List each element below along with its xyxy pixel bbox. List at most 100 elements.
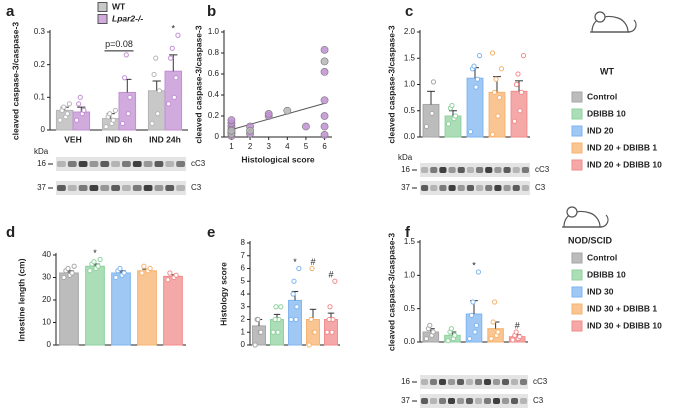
blot-band [111,185,120,191]
legend-label: IND 30 [587,286,614,296]
y-tick-label: 0 [47,340,52,349]
data-point [332,278,338,284]
data-point [470,299,476,305]
blot-band [484,379,491,385]
blot-band [493,398,500,404]
data-point [517,108,523,114]
blot-band [484,398,491,404]
y-tick-label: 0.8 [208,48,220,57]
data-point [121,270,127,276]
data-point [467,129,474,135]
blot-band [132,161,142,167]
data-point [278,304,284,310]
blot-band [89,185,99,191]
data-point [513,81,520,88]
x-axis-label: Histological score [241,154,314,164]
panel-letter: e [207,224,215,241]
legend-swatch [571,125,583,137]
legend-label: IND 30 + DBIBB 1 [587,303,657,313]
blot-strip [420,181,530,195]
data-point [113,274,119,281]
x-tick-label: 3 [266,142,271,151]
data-point [445,338,451,344]
legend-label: IND 20 + DBIBB 10 [587,159,662,169]
blot-band [143,185,153,191]
blot-band [176,161,185,167]
blot-band [457,167,465,173]
blot-band [430,379,437,385]
legend-swatch [571,108,583,120]
data-point [324,329,330,335]
data-point [122,75,128,81]
data-point [167,270,173,276]
blot-band-label: cC3 [191,159,206,168]
y-tick-label: 10 [42,318,51,327]
blot-band [521,167,529,173]
data-point [149,120,155,127]
blot-band [89,161,99,167]
bar [137,270,157,346]
x-tick-label: IND 24h [149,134,181,144]
data-point [74,117,80,123]
blot-band [512,167,520,173]
legend-swatch [571,286,583,298]
legend-swatch [571,159,583,171]
y-axis-label: Intestine length (cm) [16,258,26,341]
blot-size: 16 [37,159,46,168]
blot-strip [420,375,528,389]
legend-label: WT [112,1,126,11]
legend-swatch [97,14,108,24]
data-point [495,113,501,119]
y-tick-label: 1.0 [208,27,220,36]
data-point [471,63,477,69]
x-tick-label: 1 [229,142,234,151]
data-point [77,94,83,100]
legend-swatch [571,320,583,332]
data-point [81,107,87,114]
blot-band [448,167,456,173]
data-point [66,101,72,107]
blot-band [457,379,464,385]
data-point [498,66,505,72]
legend-swatch [571,91,583,103]
y-tick-label: 1.0 [404,80,416,89]
y-tick-label: 0.4 [208,90,220,99]
scatter-point [320,45,329,54]
data-point [65,265,71,272]
y-tick-label: 0.2 [34,60,46,69]
legend-swatch [97,2,108,12]
annotation: p=0.08 [105,39,133,49]
data-point [110,117,116,123]
blot-band [57,185,66,191]
data-point [117,265,123,272]
data-point [517,334,523,340]
y-tick-label: 1 [241,327,246,336]
y-tick-label: 7 [241,251,246,260]
data-point [473,322,480,328]
scatter-point [227,116,236,125]
blot-band [493,379,500,385]
blot-band [176,185,185,191]
y-tick-label: 0.6 [208,69,220,78]
legend-label: Control [587,252,617,262]
data-point [120,120,126,127]
x-tick-label: 5 [304,142,309,151]
mouse-ear [566,206,578,218]
blot-band [154,161,164,167]
scatter-point [227,126,236,135]
blot-band [111,161,120,167]
blot-band [165,161,175,167]
data-point [258,329,264,335]
y-axis-label: cleaved caspase-3/caspase-3 [386,233,396,351]
data-point [252,342,258,348]
blot-band [475,379,482,385]
annotation: * [172,24,176,34]
y-tick-label: 4 [241,289,246,298]
data-point [489,50,496,56]
legend-swatch [571,252,583,264]
data-point [76,101,82,107]
data-point [490,319,496,325]
data-point [270,329,276,335]
blot-band [430,398,437,404]
data-point [69,270,75,276]
